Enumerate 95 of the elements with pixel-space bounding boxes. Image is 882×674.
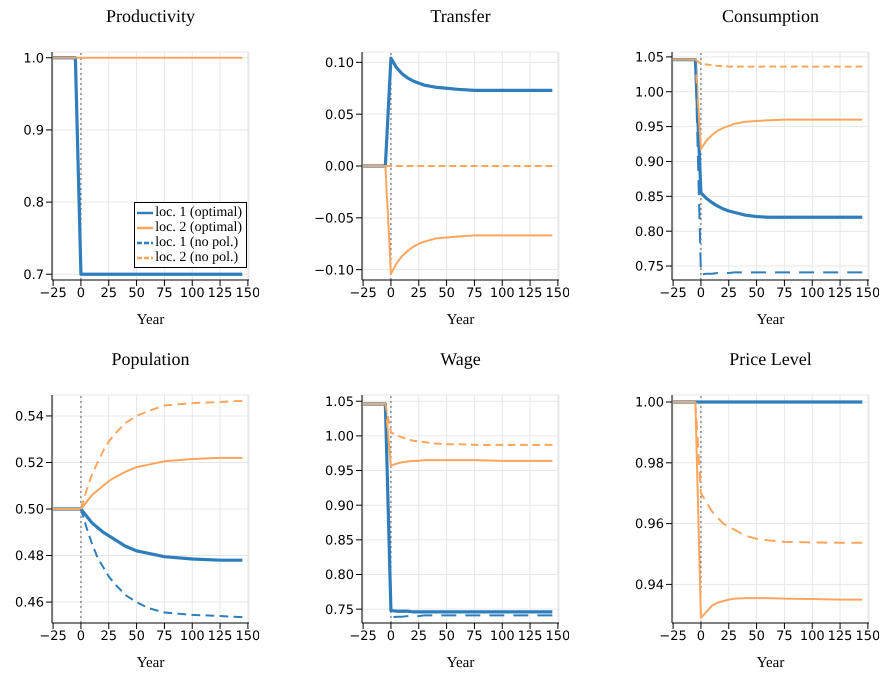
x-tick-label: −25 (39, 286, 67, 302)
x-tick-label: 25 (720, 629, 738, 644)
y-tick-label: 0.95 (325, 464, 354, 480)
x-tick-label: 0 (76, 629, 86, 644)
y-tick-label: 0.05 (325, 108, 354, 123)
x-axis-title: Year (446, 655, 474, 671)
legend-label: loc. 2 (optimal) (155, 220, 242, 235)
x-tick-label: 25 (410, 286, 428, 302)
x-tick-label: 125 (828, 629, 852, 644)
x-axis-title: Year (756, 312, 784, 328)
chart-title: Price Level (728, 349, 813, 370)
y-tick-label: 0.75 (635, 260, 664, 275)
x-tick-label: 25 (100, 286, 118, 302)
y-tick-label: 1.0 (23, 51, 44, 66)
x-tick-label: 125 (208, 629, 232, 644)
y-tick-label: 1.05 (635, 50, 664, 66)
y-tick-label: 0.80 (635, 224, 664, 240)
line-series (362, 165, 554, 275)
legend-label: loc. 1 (no pol.) (155, 235, 238, 250)
y-tick-label: 0.95 (635, 120, 664, 136)
y-tick-label: 1.05 (325, 394, 354, 410)
y-tick-label: 1.00 (325, 430, 354, 445)
y-tick-label: 0.75 (325, 602, 354, 618)
x-tick-label: 75 (776, 629, 793, 644)
y-tick-label: 0.54 (15, 410, 44, 425)
y-tick-label: 0.85 (325, 533, 354, 548)
y-tick-label: −0.10 (314, 263, 354, 278)
legend-label: loc. 2 (no pol.) (155, 250, 238, 265)
x-tick-label: 125 (828, 286, 852, 302)
y-tick-label: 0.46 (15, 596, 44, 611)
y-tick-label: 0.85 (635, 190, 664, 205)
x-tick-label: 100 (800, 629, 825, 644)
line-series (362, 403, 554, 467)
x-tick-label: 0 (386, 286, 396, 302)
x-tick-label: 100 (180, 286, 205, 302)
line-series (672, 58, 864, 150)
y-tick-label: 0.50 (15, 502, 44, 518)
x-tick-label: 100 (490, 286, 515, 302)
y-tick-label: 0.8 (23, 196, 44, 211)
x-axis-title: Year (446, 312, 474, 328)
x-tick-label: 0 (696, 629, 706, 644)
x-tick-label: 125 (518, 629, 542, 644)
x-tick-label: 50 (128, 286, 145, 302)
x-tick-label: 75 (466, 629, 483, 644)
line-series (362, 56, 554, 168)
x-tick-label: −25 (349, 286, 377, 302)
x-tick-label: 25 (100, 629, 118, 644)
x-tick-label: 75 (156, 286, 173, 302)
x-tick-label: 75 (466, 286, 483, 302)
y-tick-label: 1.00 (635, 396, 664, 411)
line-series (672, 400, 864, 619)
x-tick-label: 25 (720, 286, 738, 302)
x-tick-label: 100 (180, 629, 205, 644)
chart-title: Consumption (720, 6, 820, 27)
x-tick-label: 50 (438, 286, 455, 302)
x-tick-label: 25 (410, 629, 428, 644)
chart-title: Wage (439, 349, 482, 370)
x-tick-label: 50 (438, 629, 455, 644)
y-tick-label: 0.96 (635, 517, 664, 532)
chart-title: Transfer (429, 6, 492, 27)
x-tick-label: −25 (39, 629, 67, 644)
x-tick-label: 75 (776, 286, 793, 302)
y-tick-label: 0.90 (635, 155, 664, 170)
x-tick-label: 0 (386, 629, 396, 644)
x-axis-title: Year (136, 655, 164, 671)
x-tick-label: 50 (128, 629, 145, 644)
y-tick-label: 0.98 (635, 456, 664, 472)
y-tick-label: 0.9 (23, 124, 44, 139)
x-tick-label: −25 (349, 629, 377, 644)
y-tick-label: 1.00 (635, 85, 664, 100)
x-tick-label: 100 (800, 286, 825, 302)
chart-title: Productivity (105, 6, 196, 27)
x-tick-label: −25 (659, 286, 687, 302)
chart-title: Population (110, 349, 190, 370)
y-tick-label: 0.80 (325, 568, 354, 584)
x-tick-label: 50 (748, 629, 765, 644)
x-tick-label: 125 (518, 286, 542, 302)
x-tick-label: 125 (208, 286, 232, 302)
y-tick-label: 0.52 (15, 456, 44, 472)
y-tick-label: −0.05 (314, 211, 354, 226)
y-tick-label: 0.10 (325, 56, 354, 71)
y-tick-label: 0.00 (325, 160, 354, 175)
x-axis-title: Year (756, 655, 784, 671)
legend-label: loc. 1 (optimal) (155, 205, 242, 220)
y-tick-label: 0.90 (325, 498, 354, 514)
x-tick-label: 50 (748, 286, 765, 302)
x-tick-label: 100 (490, 629, 515, 644)
y-tick-label: 0.94 (635, 578, 664, 594)
x-tick-label: −25 (659, 629, 687, 644)
y-tick-label: 0.7 (23, 268, 44, 283)
y-tick-label: 0.48 (15, 549, 44, 564)
x-tick-label: 0 (76, 286, 86, 302)
x-tick-label: 0 (696, 286, 706, 302)
x-tick-label: 75 (156, 629, 173, 644)
x-axis-title: Year (136, 312, 164, 328)
